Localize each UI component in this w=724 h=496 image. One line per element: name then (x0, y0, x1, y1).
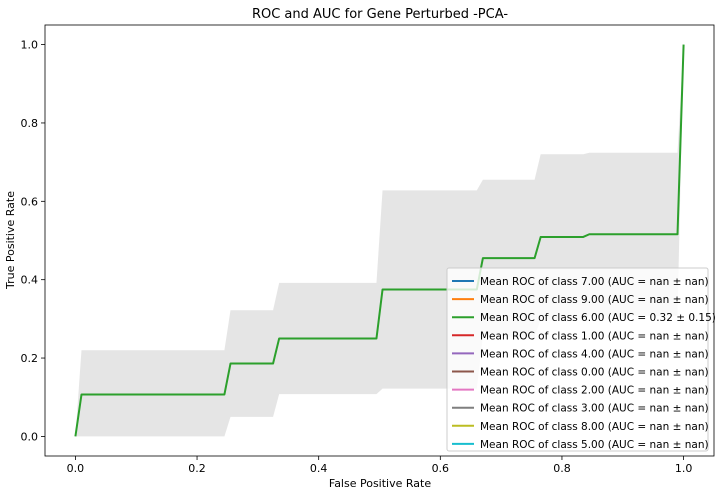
series-layer (74, 44, 685, 437)
legend-box (446, 267, 709, 452)
legend-entry-3: Mean ROC of class 1.00 (AUC = nan ± nan) (480, 330, 709, 342)
legend-entry-9: Mean ROC of class 5.00 (AUC = nan ± nan) (480, 439, 709, 451)
series-line-2 (74, 44, 685, 437)
y-axis-label: True Positive Rate (4, 191, 17, 290)
legend-entry-1: Mean ROC of class 9.00 (AUC = nan ± nan) (480, 294, 709, 306)
legend: Mean ROC of class 7.00 (AUC = nan ± nan)… (446, 267, 716, 452)
y-axis: 0.0 0.2 0.4 0.6 0.8 1.0 (21, 39, 45, 443)
x-axis-label: False Positive Rate (329, 477, 431, 490)
legend-entry-7: Mean ROC of class 3.00 (AUC = nan ± nan) (480, 403, 709, 415)
legend-entry-6: Mean ROC of class 2.00 (AUC = nan ± nan) (480, 385, 709, 397)
y-tick-label: 1.0 (21, 39, 39, 52)
x-tick-label: 0.2 (188, 462, 206, 475)
legend-entry-4: Mean ROC of class 4.00 (AUC = nan ± nan) (480, 348, 709, 360)
legend-entry-0: Mean ROC of class 7.00 (AUC = nan ± nan) (480, 276, 709, 288)
axes-frame (44, 24, 715, 457)
plot-area (44, 24, 715, 457)
x-tick-label: 0.6 (432, 462, 450, 475)
y-tick-label: 0.8 (21, 117, 39, 130)
legend-entry-2: Mean ROC of class 6.00 (AUC = 0.32 ± 0.1… (480, 312, 716, 324)
x-tick-label: 0.8 (553, 462, 571, 475)
x-tick-label: 0.4 (310, 462, 328, 475)
y-tick-label: 0.4 (21, 274, 39, 287)
x-tick-label: 1.0 (675, 462, 693, 475)
y-tick-label: 0.6 (21, 195, 39, 208)
y-tick-label: 0.2 (21, 352, 39, 365)
std-band (75, 44, 684, 437)
x-axis: 0.0 0.2 0.4 0.6 0.8 1.0 (67, 456, 693, 475)
legend-entry-8: Mean ROC of class 8.00 (AUC = nan ± nan) (480, 421, 709, 433)
legend-entry-5: Mean ROC of class 0.00 (AUC = nan ± nan) (480, 367, 709, 379)
x-tick-label: 0.0 (67, 462, 85, 475)
y-tick-label: 0.0 (21, 430, 39, 443)
chart-title: ROC and AUC for Gene Perturbed -PCA- (252, 7, 508, 22)
